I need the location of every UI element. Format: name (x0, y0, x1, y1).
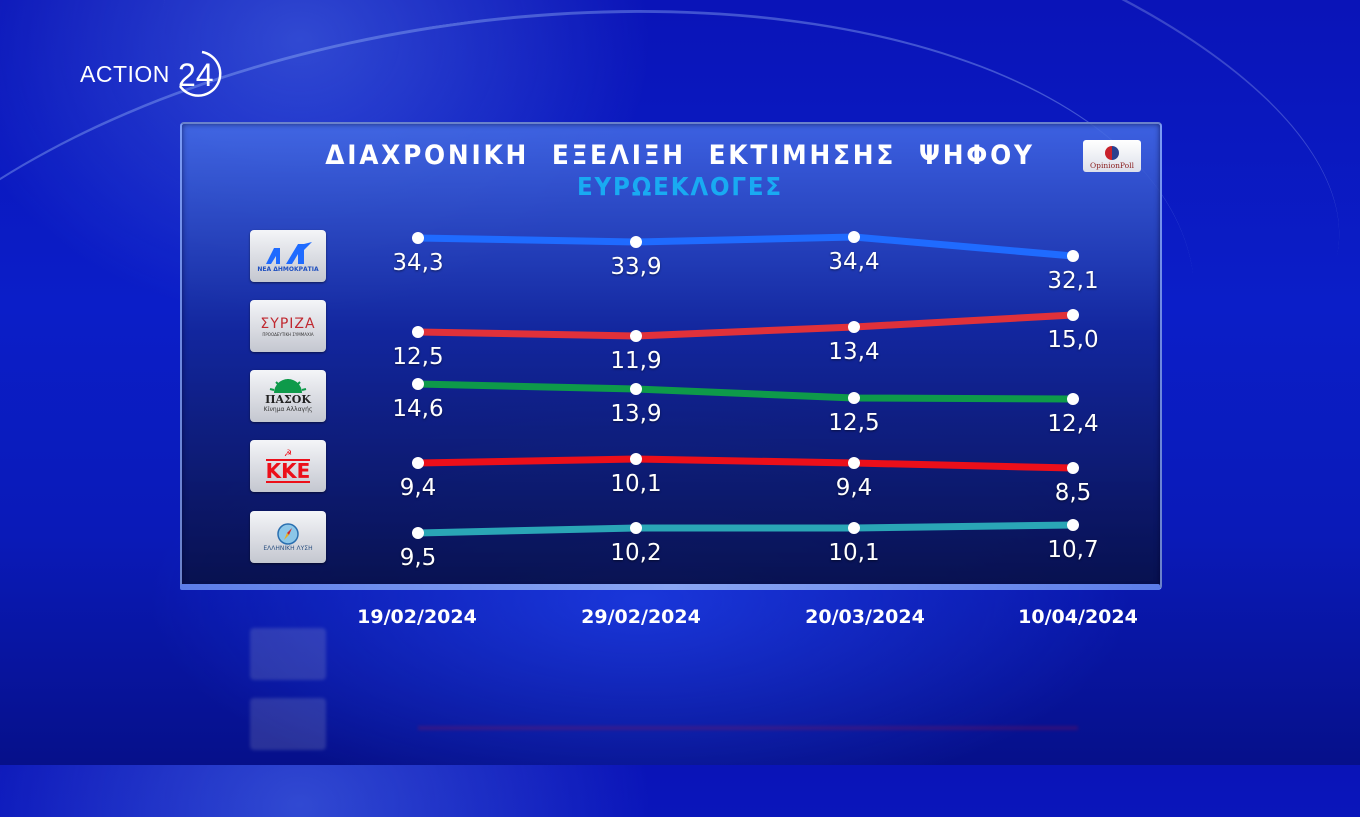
value-label: 9,5 (399, 545, 437, 571)
series-line-pasok (417, 380, 1074, 403)
party-name: ΝΕΑ ΔΗΜΟΚΡΑΤΙΑ (257, 265, 319, 273)
chart-panel (180, 122, 1162, 590)
channel-number-badge: 24 (172, 48, 224, 100)
line-chart (412, 231, 1079, 539)
party-logo-elliniki-lysi: ΕΛΛΗΝΙΚΗ ΛΥΣΗ (250, 511, 326, 563)
x-axis-date: 10/04/2024 (1018, 606, 1138, 628)
source-label: OpinionPoll (1090, 161, 1134, 170)
series-line-syriza (417, 311, 1074, 340)
series-line-nd (417, 233, 1074, 260)
svg-text:24: 24 (178, 57, 214, 93)
value-label: 12,5 (828, 410, 880, 436)
party-logo-nd: ΝΕΑ ΔΗΜΟΚΡΑΤΙΑ (250, 230, 326, 282)
value-label: 13,9 (610, 401, 662, 427)
series-line-kke (417, 455, 1074, 472)
party-logo-syriza: ΣΥΡΙΖΑ ΠΡΟΟΔΕΥΤΙΚΗ ΣΥΜΜΑΧΙΑ (250, 300, 326, 352)
value-label: 10,2 (610, 540, 662, 566)
value-label: 9,4 (399, 475, 437, 501)
panel-bottom-edge (180, 584, 1160, 590)
circle-arc-icon: 24 (178, 50, 222, 97)
series-line-elliniki-lysi (417, 521, 1074, 537)
channel-name: ACTION (80, 60, 170, 87)
hammer-sickle-icon: ☭ (283, 448, 293, 459)
party-subtitle: Κίνημα Αλλαγής (263, 406, 313, 413)
party-subtitle: ΠΡΟΟΔΕΥΤΙΚΗ ΣΥΜΜΑΧΙΑ (262, 331, 314, 337)
value-label: 11,9 (610, 348, 662, 374)
value-label: 9,4 (835, 475, 873, 501)
value-label: 10,1 (610, 471, 662, 497)
value-label: 10,7 (1047, 537, 1099, 563)
party-logo-pasok: ΠΑΣΟΚ Κίνημα Αλλαγής (250, 370, 326, 422)
party-name: ΣΥΡΙΖΑ (260, 315, 316, 332)
value-label: 8,5 (1054, 480, 1092, 506)
chart-subtitle: ΕΥΡΩΕΚΛΟΓΕΣ (577, 172, 783, 201)
pasok-sun-icon (269, 379, 307, 393)
x-axis-date: 29/02/2024 (581, 606, 701, 628)
floor-reflection (180, 600, 1160, 765)
compass-icon (277, 522, 299, 545)
x-axis-date: 20/03/2024 (805, 606, 925, 628)
x-axis-date: 19/02/2024 (357, 606, 477, 628)
channel-logo: ACTION 24 (80, 48, 224, 100)
value-label: 15,0 (1047, 327, 1099, 353)
value-label: 14,6 (392, 396, 444, 422)
party-name: ΚΚΕ (265, 458, 311, 483)
data-point-markers (412, 231, 1079, 539)
nd-logo-icon (266, 241, 312, 264)
value-label: 34,4 (828, 249, 880, 275)
opinionpoll-logo: OpinionPoll (1083, 140, 1141, 172)
value-label: 12,4 (1047, 411, 1099, 437)
value-label: 32,1 (1047, 268, 1099, 294)
value-label: 34,3 (392, 250, 444, 276)
party-logo-kke: ☭ ΚΚΕ (250, 440, 326, 492)
party-name: ΠΑΣΟΚ (265, 393, 311, 406)
value-label: 33,9 (610, 254, 662, 280)
party-name: ΕΛΛΗΝΙΚΗ ΛΥΣΗ (263, 544, 313, 552)
chart-title: ΔΙΑΧΡΟΝΙΚΗ ΕΞΕΛΙΞΗ ΕΚΤΙΜΗΣΗΣ ΨΗΦΟΥ (325, 140, 1035, 171)
opinionpoll-icon (1105, 146, 1119, 160)
value-label: 13,4 (828, 339, 880, 365)
value-label: 10,1 (828, 540, 880, 566)
value-label: 12,5 (392, 344, 444, 370)
